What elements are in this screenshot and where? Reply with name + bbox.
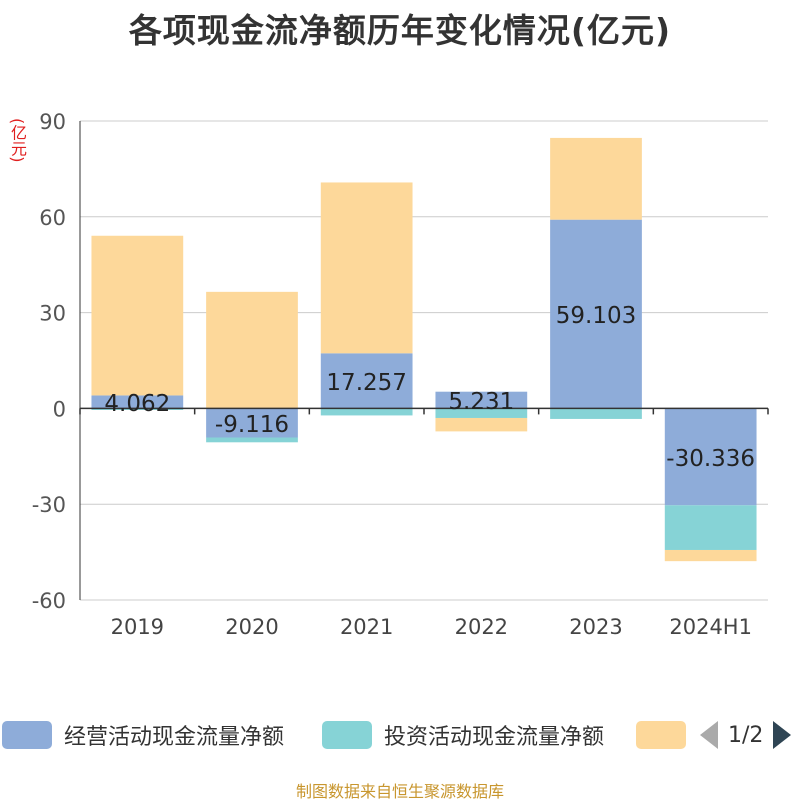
bar-segment xyxy=(664,505,757,550)
data-label: 5.231 xyxy=(448,389,514,415)
grid-layer xyxy=(80,120,768,601)
legend-item-third[interactable] xyxy=(636,714,686,756)
bar-segment xyxy=(206,437,298,443)
y-tick-label: -30 xyxy=(32,493,66,517)
pager-prev-icon[interactable] xyxy=(700,721,718,749)
x-tick-label: 2021 xyxy=(340,615,393,639)
y-axis-unit: (亿元) xyxy=(8,118,27,163)
axis-layer: -60 -30 0 30 60 90 2019 2020 2021 2022 2023 2024H1 xyxy=(32,110,769,639)
data-label: 59.103 xyxy=(556,303,636,329)
bar-segment xyxy=(550,219,642,409)
legend-label-operating: 经营活动现金流量净额 xyxy=(64,725,285,750)
bar-segment xyxy=(664,549,757,562)
bar-segment xyxy=(91,235,184,396)
bar-segment xyxy=(664,408,757,506)
bar-segment xyxy=(206,291,298,409)
bar-segment xyxy=(435,417,528,432)
y-tick-label: 30 xyxy=(39,302,66,326)
y-tick-label: -60 xyxy=(32,589,66,613)
bar-segment xyxy=(320,408,413,416)
y-tick-label: 0 xyxy=(53,397,66,421)
chart-title: 各项现金流净额历年变化情况(亿元) xyxy=(128,11,672,50)
data-label: -30.336 xyxy=(666,446,755,472)
bar-layer xyxy=(91,137,757,562)
x-tick-label: 2024H1 xyxy=(669,615,752,639)
bar-segment xyxy=(550,137,642,220)
bar-segment xyxy=(550,408,642,419)
legend-swatch-investing xyxy=(322,721,372,749)
data-label: -9.116 xyxy=(215,412,289,438)
source-note: 制图数据来自恒生聚源数据库 xyxy=(295,782,504,801)
x-tick-label: 2019 xyxy=(111,615,164,639)
y-tick-label: 90 xyxy=(39,110,66,134)
x-tick-label: 2023 xyxy=(569,615,622,639)
bar-segment xyxy=(320,182,413,354)
bar-segment xyxy=(91,408,184,410)
chart-legend: 经营活动现金流量净额 投资活动现金流量净额 1/2 xyxy=(0,714,800,756)
legend-item-operating[interactable]: 经营活动现金流量净额 xyxy=(2,714,284,756)
legend-item-investing[interactable]: 投资活动现金流量净额 xyxy=(322,714,604,756)
legend-swatch-operating xyxy=(2,721,52,749)
bar-segment xyxy=(435,408,528,418)
bar-segment xyxy=(435,391,528,409)
bar-segment xyxy=(91,395,184,409)
legend-label-investing: 投资活动现金流量净额 xyxy=(384,725,605,750)
bar-segment xyxy=(206,408,298,438)
pager-page-text: 1/2 xyxy=(728,722,764,748)
bar-segment xyxy=(320,353,413,409)
data-label: 4.062 xyxy=(104,391,170,417)
legend-pager: 1/2 xyxy=(700,714,792,756)
y-tick-label: 60 xyxy=(39,206,66,230)
x-tick-label: 2022 xyxy=(455,615,508,639)
data-label: 17.257 xyxy=(326,370,406,396)
x-tick-label: 2020 xyxy=(225,615,278,639)
pager-next-icon[interactable] xyxy=(773,721,792,749)
label-layer: 4.062 -9.116 17.257 5.231 59.103 -30.336 xyxy=(104,303,755,472)
legend-swatch-third xyxy=(636,721,686,749)
